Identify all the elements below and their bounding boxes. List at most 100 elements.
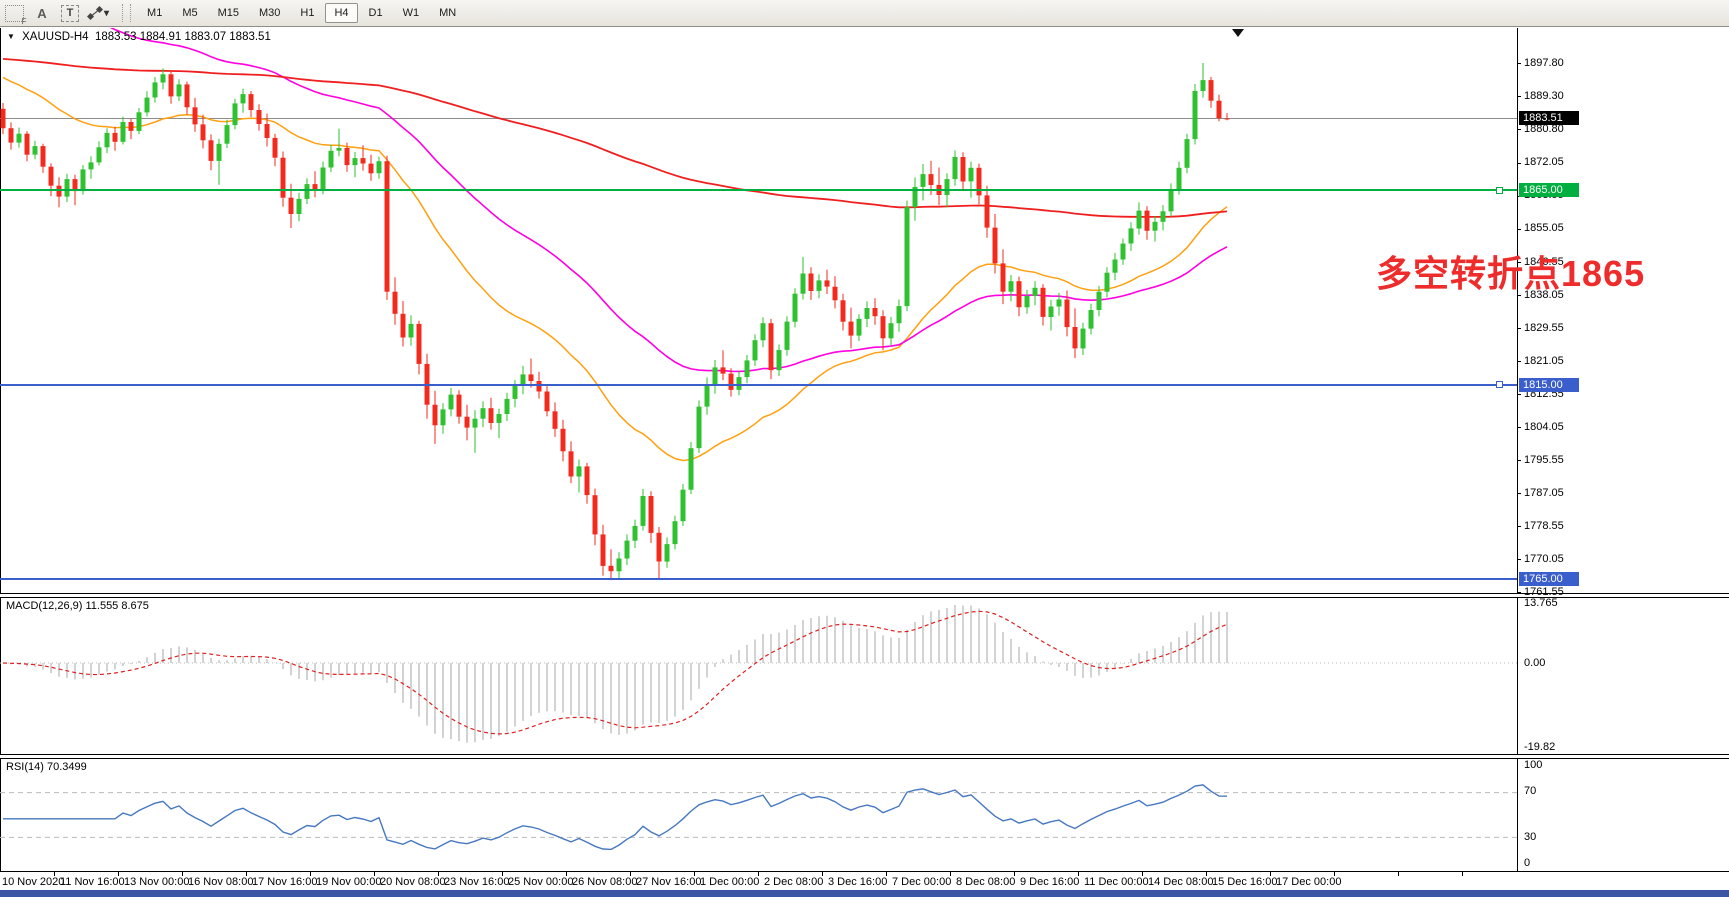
price-tickmark [1517,295,1521,296]
timeframe-button-w1[interactable]: W1 [402,7,420,19]
price-tick-label: 1770.05 [1524,552,1564,565]
hline-1765[interactable] [0,577,1517,580]
macd-signal-line [2,610,1228,735]
timeframe-button-m30[interactable]: M30 [259,7,281,19]
time-tickmark [1206,872,1207,876]
toolbar-grip[interactable] [122,4,132,22]
price-tickmark [1517,328,1521,329]
time-axis[interactable]: 10 Nov 2020 11 Nov 16:00 13 Nov 00:00 16 No… [0,871,1729,890]
time-tickmark [54,872,55,876]
chart-symbol-timeframe: XAUUSD-H4 [22,31,89,43]
rsi-axis-label: 30 [1524,831,1537,843]
price-tickmark [1517,526,1521,528]
text-label-icon[interactable]: T [59,3,81,23]
hline-1865[interactable] [0,189,1517,192]
chart-left-border [0,28,1,890]
price-tick-label: 1821.05 [1524,354,1564,367]
price-tick-label: 1838.05 [1524,288,1564,301]
panel-splitter-2[interactable] [0,754,1729,759]
time-tick-label: 17 Dec 00:00 [1276,876,1342,888]
time-tickmark [822,872,823,876]
time-tickmark [502,872,503,876]
time-tickmark [182,872,183,876]
time-tick-label: 16 Nov 08:00 [188,876,254,888]
time-tick-label: 11 Nov 16:00 [60,876,125,888]
price-tickmark [1517,63,1521,64]
chart-title: ▼ XAUUSD-H4 1883.53 1884.91 1883.07 1883… [7,31,271,43]
time-tickmark [950,872,951,876]
time-tickmark [1398,872,1399,876]
price-tick-label: 1804.05 [1524,420,1564,433]
time-tick-label: 13 Nov 00:00 [124,876,190,888]
hline-handle-1815[interactable] [1496,381,1503,388]
price-tick-label: 1880.80 [1524,122,1564,135]
rsi-canvas[interactable] [0,759,1517,871]
price-tickmark [1517,162,1521,164]
time-tickmark [310,872,311,876]
hline-price-tag-1815: 1815.00 [1519,377,1579,392]
price-chart-canvas[interactable] [0,28,1517,593]
rsi-axis-label: 70 [1524,785,1537,797]
time-tick-label: 20 Nov 08:00 [380,876,446,888]
time-tick-label: 3 Dec 16:00 [828,876,888,888]
price-tickmark [1517,96,1521,97]
price-tick-label: 1829.55 [1524,321,1564,334]
dotted-frame-f-icon[interactable]: F [3,3,27,26]
price-tick-label: 1795.55 [1524,453,1564,466]
cycle-arrows-icon[interactable]: ▾ [87,3,109,23]
time-tick-label: 9 Dec 16:00 [1020,876,1080,888]
price-tick-label: 1846.55 [1524,255,1564,268]
price-tick-label: 1855.05 [1524,222,1564,235]
time-tick-label: 10 Nov 2020 [2,876,65,888]
timeframe-button-mn[interactable]: MN [439,7,457,19]
price-tickmark [1517,394,1521,396]
chart-ohlc-values: 1883.53 1884.91 1883.07 1883.51 [94,31,271,43]
time-tickmark [246,872,247,876]
time-tick-label: 7 Dec 00:00 [892,876,952,888]
price-tick-label: 1787.05 [1524,486,1564,499]
price-tick-label: 1872.05 [1524,156,1564,169]
time-tick-label: 8 Dec 08:00 [956,876,1016,888]
rsi-axis-label: 100 [1524,759,1543,771]
time-tickmark [1014,872,1015,876]
time-tickmark [758,872,759,876]
time-tickmark [1334,872,1335,876]
time-tickmark [694,872,695,876]
price-tickmark [1517,427,1521,429]
hline-1815[interactable] [0,383,1517,386]
time-tick-label: 23 Nov 16:00 [444,876,510,888]
panel-splitter-1[interactable] [0,593,1729,598]
time-tickmark [630,872,631,876]
chart-annotation-text: 多空转折点1865 [1376,253,1646,294]
timeframe-button-m1[interactable]: M1 [147,7,163,19]
macd-canvas[interactable] [0,598,1517,754]
chart-shift-marker-icon[interactable] [1232,29,1244,37]
time-tick-label: 19 Nov 00:00 [316,876,382,888]
time-tick-label: 14 Dec 08:00 [1148,876,1214,888]
price-tick-label: 1778.55 [1524,519,1564,532]
timeframe-button-d1[interactable]: D1 [368,7,383,19]
price-axis-border [1517,28,1518,871]
timeframe-button-m5[interactable]: M5 [182,7,198,19]
current-price-tag: 1883.51 [1519,111,1579,126]
text-a-icon[interactable]: A [37,5,47,21]
hline-handle-1865[interactable] [1496,186,1503,194]
ma-mid-magenta [109,28,1228,373]
rsi-axis-label: 0 [1524,857,1531,869]
price-tickmark [1517,228,1521,230]
time-tick-label: 26 Nov 08:00 [572,876,638,888]
price-tickmark [1517,129,1521,130]
hline-price-tag-1865: 1865.00 [1519,183,1579,198]
symbol-dropdown-icon[interactable]: ▼ [7,32,15,41]
time-tickmark [118,872,119,876]
time-tick-label: 2 Dec 08:00 [764,876,824,888]
timeframe-button-m15[interactable]: M15 [217,7,239,19]
time-tickmark [374,872,375,876]
dropdown-caret-icon[interactable]: ▾ [104,7,110,19]
window-bottom-bar [0,890,1729,897]
ma-fast-orange [2,76,1228,462]
timeframe-button-h1[interactable]: H1 [300,7,315,19]
timeframe-button-h4[interactable]: H4 [325,3,358,23]
macd-label: MACD(12,26,9) 11.555 8.675 [6,600,149,612]
time-tick-label: 25 Nov 00:00 [508,876,574,888]
